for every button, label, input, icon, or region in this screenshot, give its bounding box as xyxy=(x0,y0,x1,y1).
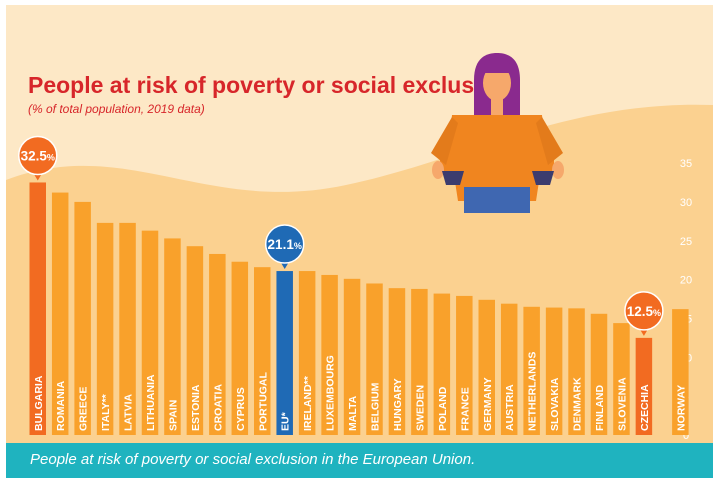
y-tick-label: 30 xyxy=(680,197,692,209)
bar xyxy=(343,278,361,435)
x-tick-label: ROMANIA xyxy=(55,380,67,431)
bar xyxy=(388,288,406,435)
x-tick-label: LATVIA xyxy=(123,393,135,431)
x-tick-label: BELGIUM xyxy=(370,382,382,431)
x-tick-label: CYPRUS xyxy=(235,387,247,431)
x-tick-label: LUXEMBOURG xyxy=(325,355,337,431)
bar xyxy=(96,222,114,435)
y-tick-label: 25 xyxy=(680,236,692,248)
bar xyxy=(672,309,689,435)
bar xyxy=(164,238,181,435)
bar xyxy=(456,295,473,435)
x-tick-label: MALTA xyxy=(347,395,359,431)
x-tick-label: EU* xyxy=(280,411,292,431)
x-tick-label: SLOVAKIA xyxy=(549,377,561,431)
x-tick-label: SPAIN xyxy=(167,400,179,431)
bar xyxy=(119,222,136,435)
bar xyxy=(545,307,563,435)
bar xyxy=(231,261,249,435)
bar xyxy=(500,303,518,435)
value-callout: 21.1% xyxy=(264,224,305,270)
x-tick-label: GERMANY xyxy=(482,377,494,431)
x-tick-label: PORTUGAL xyxy=(257,372,269,432)
x-tick-label: FRANCE xyxy=(459,387,471,431)
x-tick-label: HUNGARY xyxy=(392,378,404,431)
x-tick-label: ITALY** xyxy=(100,393,112,431)
bar xyxy=(186,246,204,435)
x-tick-label: SLOVENIA xyxy=(616,377,628,431)
x-tick-label: ESTONIA xyxy=(190,384,202,431)
bar xyxy=(51,192,69,435)
person-empty-pockets-icon xyxy=(431,53,564,213)
bar xyxy=(298,271,316,435)
y-tick-label: 20 xyxy=(680,275,692,287)
x-tick-label: AUSTRIA xyxy=(504,384,516,431)
bar xyxy=(29,182,46,435)
bar-chart: People at risk of poverty or social excl… xyxy=(6,5,713,443)
bar xyxy=(635,337,653,435)
caption-text: People at risk of poverty or social excl… xyxy=(30,451,476,468)
svg-text:21.1%: 21.1% xyxy=(268,237,302,252)
x-tick-label: IRELAND** xyxy=(302,375,314,431)
x-tick-label: NETHERLANDS xyxy=(527,352,539,431)
y-tick-label: 35 xyxy=(680,158,692,170)
bar xyxy=(613,323,630,435)
bar xyxy=(74,201,91,435)
x-tick-label: POLAND xyxy=(437,386,449,431)
x-tick-label: BULGARIA xyxy=(33,375,45,431)
bar xyxy=(276,271,293,435)
caption-bar: People at risk of poverty or social excl… xyxy=(6,443,713,478)
chart-frame: People at risk of poverty or social excl… xyxy=(6,5,713,478)
bar xyxy=(523,306,540,435)
value-callouts: 32.5% 21.1% 12.5% xyxy=(18,135,664,336)
bar xyxy=(590,313,608,435)
x-tick-label: SWEDEN xyxy=(414,385,426,431)
value-callout: 12.5% xyxy=(624,291,664,336)
y-tick-label: 0 xyxy=(683,430,689,442)
bar xyxy=(209,253,226,435)
bar xyxy=(366,283,383,435)
bar xyxy=(141,230,159,435)
bars xyxy=(29,182,689,435)
x-tick-label: LITHUANIA xyxy=(145,374,157,431)
x-tick-label: CROATIA xyxy=(212,384,224,431)
bar xyxy=(321,274,338,435)
svg-text:32.5%: 32.5% xyxy=(21,148,55,163)
bar xyxy=(411,288,428,435)
chart-title: People at risk of poverty or social excl… xyxy=(28,72,509,98)
svg-text:12.5%: 12.5% xyxy=(627,304,661,319)
bar xyxy=(568,308,585,435)
x-axis-labels: BULGARIA ROMANIA GREECE ITALY** LATVIA LITHUA… xyxy=(33,352,688,431)
chart-subtitle: (% of total population, 2019 data) xyxy=(28,102,205,116)
x-tick-label: GREECE xyxy=(78,387,90,431)
bar xyxy=(254,267,271,435)
bar xyxy=(433,293,451,435)
x-tick-label: DENMARK xyxy=(572,377,584,431)
x-tick-label: CZECHIA xyxy=(639,384,651,431)
x-tick-label: FINLAND xyxy=(594,385,606,431)
value-callout: 32.5% xyxy=(18,135,58,181)
bar xyxy=(478,299,495,435)
x-tick-label: NORWAY xyxy=(675,385,687,431)
